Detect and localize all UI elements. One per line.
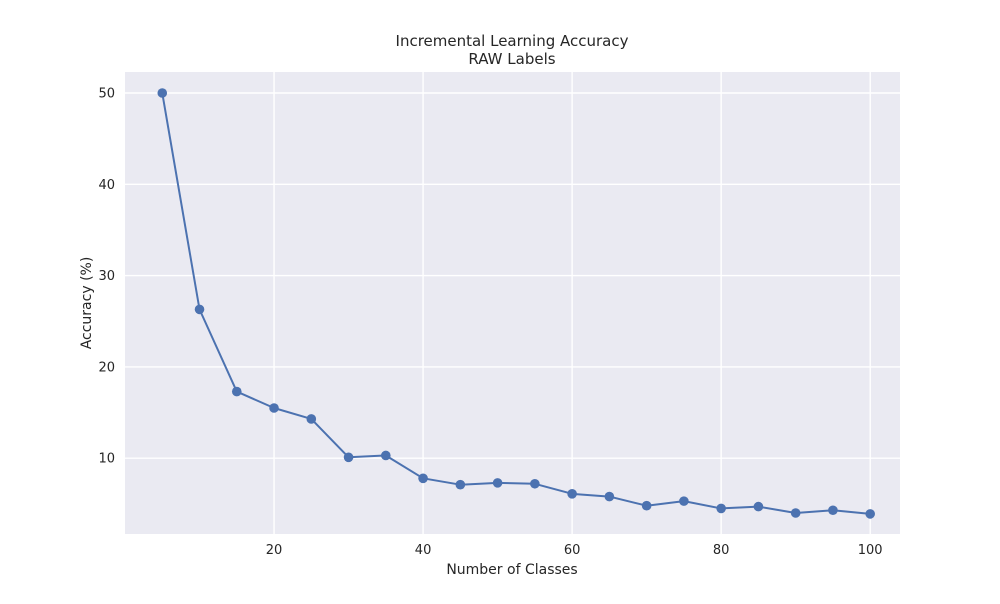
- data-point: [530, 478, 540, 489]
- data-point: [604, 491, 615, 502]
- y-axis-label: Accuracy (%): [79, 257, 95, 350]
- x-tick-label: 60: [564, 543, 581, 558]
- data-point: [194, 304, 205, 315]
- data-point: [455, 479, 466, 490]
- y-tick-label: 40: [98, 178, 115, 193]
- data-point: [865, 509, 875, 519]
- data-point: [790, 508, 801, 518]
- data-point: [828, 505, 838, 516]
- data-point: [753, 501, 764, 512]
- plot-area: [125, 72, 900, 534]
- data-point: [641, 500, 652, 511]
- x-tick-label: 20: [266, 543, 283, 558]
- series-line: [161, 92, 871, 515]
- y-tick-label: 30: [98, 269, 115, 284]
- data-point: [157, 88, 168, 98]
- data-point: [679, 496, 689, 506]
- grid-lines: [125, 72, 900, 534]
- chart-subtitle: RAW Labels: [468, 50, 555, 68]
- data-point: [343, 452, 354, 463]
- data-point: [492, 478, 503, 488]
- data-point: [567, 489, 577, 499]
- data-point: [269, 403, 279, 413]
- y-tick-label: 20: [98, 360, 115, 375]
- tick-labels: 20 40 60 80 100 10 20 30 40 50: [98, 87, 882, 559]
- x-tick-label: 80: [713, 543, 730, 558]
- data-point: [231, 386, 242, 397]
- data-point: [716, 503, 726, 514]
- x-axis-label: Number of Classes: [446, 562, 577, 578]
- x-tick-label: 100: [858, 543, 883, 558]
- y-tick-label: 10: [98, 452, 115, 467]
- data-point: [381, 450, 391, 461]
- data-point: [306, 414, 317, 424]
- series-layer: [157, 88, 875, 519]
- y-tick-label: 50: [98, 87, 115, 102]
- data-point: [418, 473, 428, 484]
- x-tick-label: 40: [415, 543, 432, 558]
- chart-title: Incremental Learning Accuracy: [396, 32, 629, 50]
